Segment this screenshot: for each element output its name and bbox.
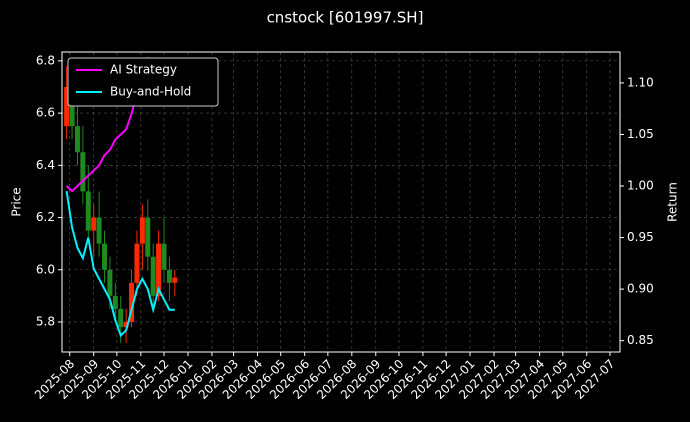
candle-body <box>74 126 80 153</box>
legend-label: AI Strategy <box>110 63 177 77</box>
candle-body <box>64 86 70 127</box>
y2-tick-label: 0.85 <box>627 333 654 347</box>
y-tick-label: 6.8 <box>36 53 55 67</box>
candle-body <box>145 217 151 257</box>
line-series <box>65 191 175 338</box>
candle-body <box>161 243 167 270</box>
plot-area <box>64 56 178 343</box>
y-tick-label: 6.0 <box>36 262 55 276</box>
candle-body <box>123 321 129 328</box>
candle-body <box>156 243 162 296</box>
candle-body <box>69 86 75 127</box>
candle-body <box>96 217 102 244</box>
candle-body <box>85 191 91 231</box>
candle-body <box>102 243 108 270</box>
y2-tick-label: 1.05 <box>627 127 654 141</box>
legend-box <box>67 57 219 107</box>
y2-tick-label: 1.10 <box>627 75 654 89</box>
candle-body <box>80 152 86 192</box>
y2-tick-label: 0.95 <box>627 230 654 244</box>
candle-body <box>91 217 97 231</box>
candle-body <box>150 256 156 296</box>
candle-body <box>112 295 118 309</box>
y-tick-label: 5.8 <box>36 314 55 328</box>
candle-body <box>172 277 178 283</box>
y-tick-label: 6.6 <box>36 106 55 120</box>
y2-tick-label: 1.00 <box>627 179 654 193</box>
legend-label: Buy-and-Hold <box>110 85 191 99</box>
y2-axis-label: Return <box>666 182 680 222</box>
plot-frame <box>61 51 621 353</box>
candle-body <box>134 243 140 283</box>
candle-body <box>139 217 145 244</box>
y2-tick-label: 0.90 <box>627 282 654 296</box>
legend: AI Strategy Buy-and-Hold <box>67 57 219 107</box>
chart-title: cnstock [601997.SH] <box>267 9 424 27</box>
candle-body <box>166 269 172 283</box>
candle-body <box>129 282 135 322</box>
y-axis-label: Price <box>10 187 24 216</box>
candle-body <box>118 308 124 328</box>
candle-body <box>107 269 113 296</box>
y-tick-label: 6.2 <box>36 210 55 224</box>
y-tick-label: 6.4 <box>36 158 55 172</box>
